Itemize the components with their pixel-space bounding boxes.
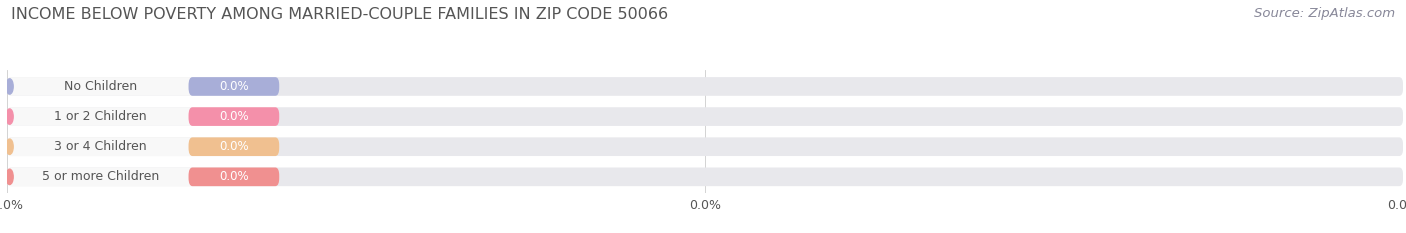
Text: No Children: No Children [63,80,136,93]
Text: 5 or more Children: 5 or more Children [42,170,159,183]
Text: 0.0%: 0.0% [219,170,249,183]
FancyBboxPatch shape [7,168,1403,186]
Text: 0.0%: 0.0% [219,80,249,93]
Text: Source: ZipAtlas.com: Source: ZipAtlas.com [1254,7,1395,20]
FancyBboxPatch shape [7,107,1403,126]
FancyBboxPatch shape [7,168,280,186]
FancyBboxPatch shape [188,168,280,186]
Text: 3 or 4 Children: 3 or 4 Children [53,140,146,153]
FancyBboxPatch shape [188,137,280,156]
FancyBboxPatch shape [7,77,1403,96]
Circle shape [6,79,13,94]
Text: 0.0%: 0.0% [219,110,249,123]
Circle shape [6,109,13,124]
Text: 0.0%: 0.0% [219,140,249,153]
FancyBboxPatch shape [7,137,280,156]
FancyBboxPatch shape [7,77,280,96]
Text: INCOME BELOW POVERTY AMONG MARRIED-COUPLE FAMILIES IN ZIP CODE 50066: INCOME BELOW POVERTY AMONG MARRIED-COUPL… [11,7,668,22]
Circle shape [6,139,13,154]
Text: 1 or 2 Children: 1 or 2 Children [53,110,146,123]
FancyBboxPatch shape [188,77,280,96]
Circle shape [6,169,13,185]
FancyBboxPatch shape [7,137,1403,156]
FancyBboxPatch shape [7,107,280,126]
FancyBboxPatch shape [188,107,280,126]
